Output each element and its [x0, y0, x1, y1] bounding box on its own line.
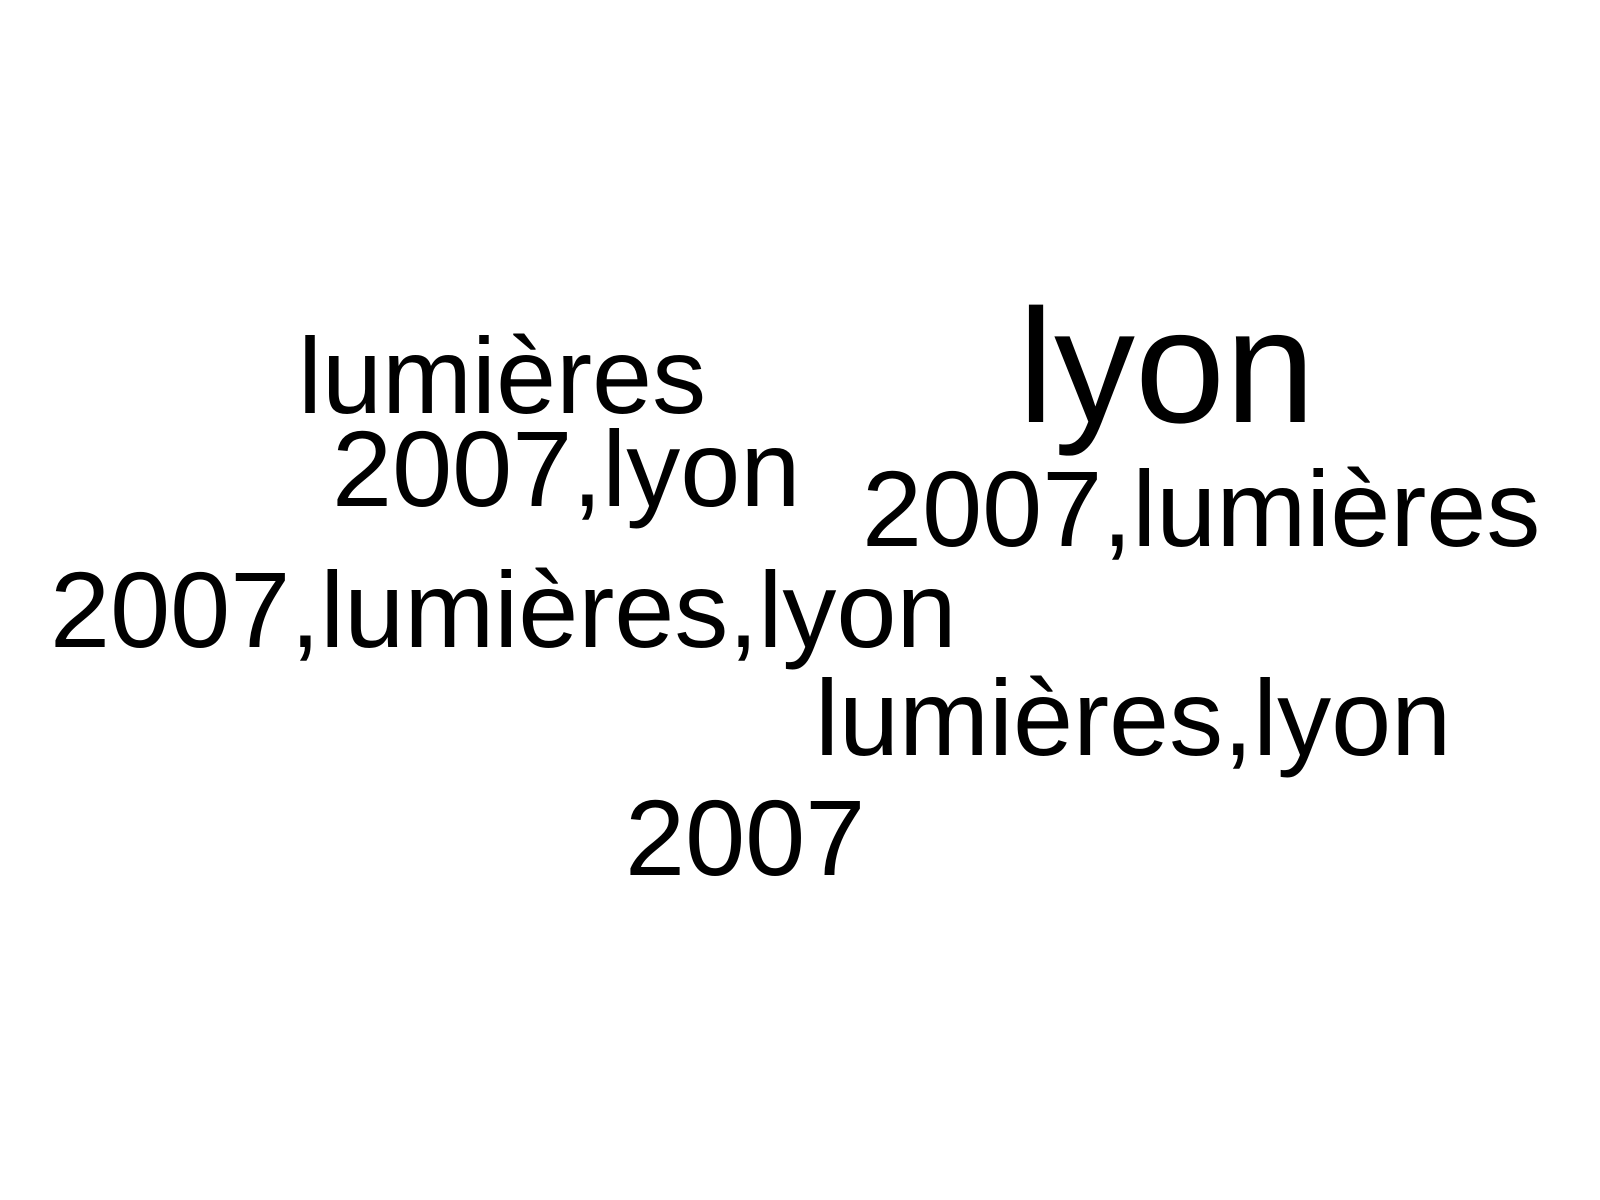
cloud-word-2007-lumieres: 2007,lumières [862, 448, 1541, 569]
cloud-word-lyon: lyon [1018, 276, 1316, 457]
cloud-word-2007-lyon: 2007,lyon [332, 408, 801, 529]
cloud-word-lumieres: lumières [298, 315, 707, 436]
cloud-word-lumieres-lyon: lumières,lyon [815, 657, 1452, 778]
cloud-word-2007: 2007 [625, 777, 866, 898]
cloud-word-2007-lumieres-lyon: 2007,lumières,lyon [50, 549, 957, 670]
